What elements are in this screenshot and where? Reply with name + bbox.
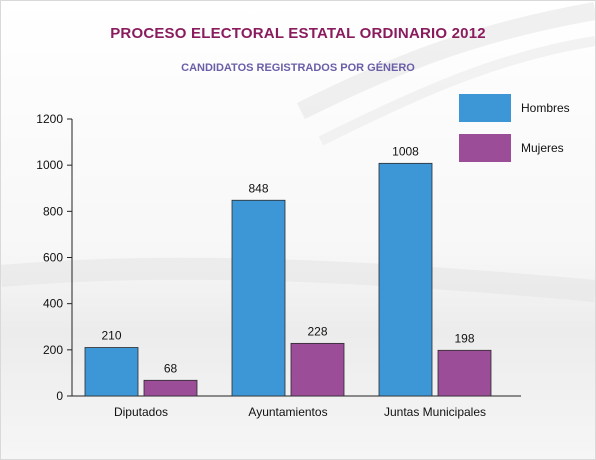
legend-label-mujeres: Mujeres <box>521 141 564 155</box>
bar-value-label: 1008 <box>392 144 419 158</box>
bar-value-label: 228 <box>307 324 327 338</box>
legend-item-mujeres: Mujeres <box>459 134 564 162</box>
bar-mujeres <box>437 349 492 397</box>
bar-hombres <box>231 199 286 397</box>
chart-subtitle: CANDIDATOS REGISTRADOS POR GÉNERO <box>181 62 415 74</box>
bar-value-label: 210 <box>101 329 121 343</box>
y-tick-label: 400 <box>43 297 63 311</box>
chart-title: PROCESO ELECTORAL ESTATAL ORDINARIO 2012 <box>110 25 486 42</box>
bar-value-label: 848 <box>248 181 268 195</box>
bar-hombres <box>378 162 433 397</box>
legend-label-hombres: Hombres <box>521 101 570 115</box>
y-tick-label: 800 <box>43 204 63 218</box>
bar-value-label: 68 <box>164 361 178 375</box>
bar-mujeres <box>143 379 198 397</box>
legend-item-hombres: Hombres <box>459 94 570 122</box>
x-category-label: Diputados <box>114 405 168 419</box>
y-tick-label: 600 <box>43 251 63 265</box>
legend-swatch-mujeres <box>459 134 511 162</box>
bar-value-label: 198 <box>454 331 474 345</box>
x-category-label: Juntas Municipales <box>384 405 486 419</box>
y-tick-label: 0 <box>56 389 63 403</box>
bar-hombres <box>84 347 139 397</box>
y-tick-label: 200 <box>43 343 63 357</box>
y-tick-label: 1200 <box>36 112 63 126</box>
x-category-label: Ayuntamientos <box>248 405 327 419</box>
legend-swatch-hombres <box>459 94 511 122</box>
bar-mujeres <box>290 342 345 397</box>
y-tick-label: 1000 <box>36 158 63 172</box>
